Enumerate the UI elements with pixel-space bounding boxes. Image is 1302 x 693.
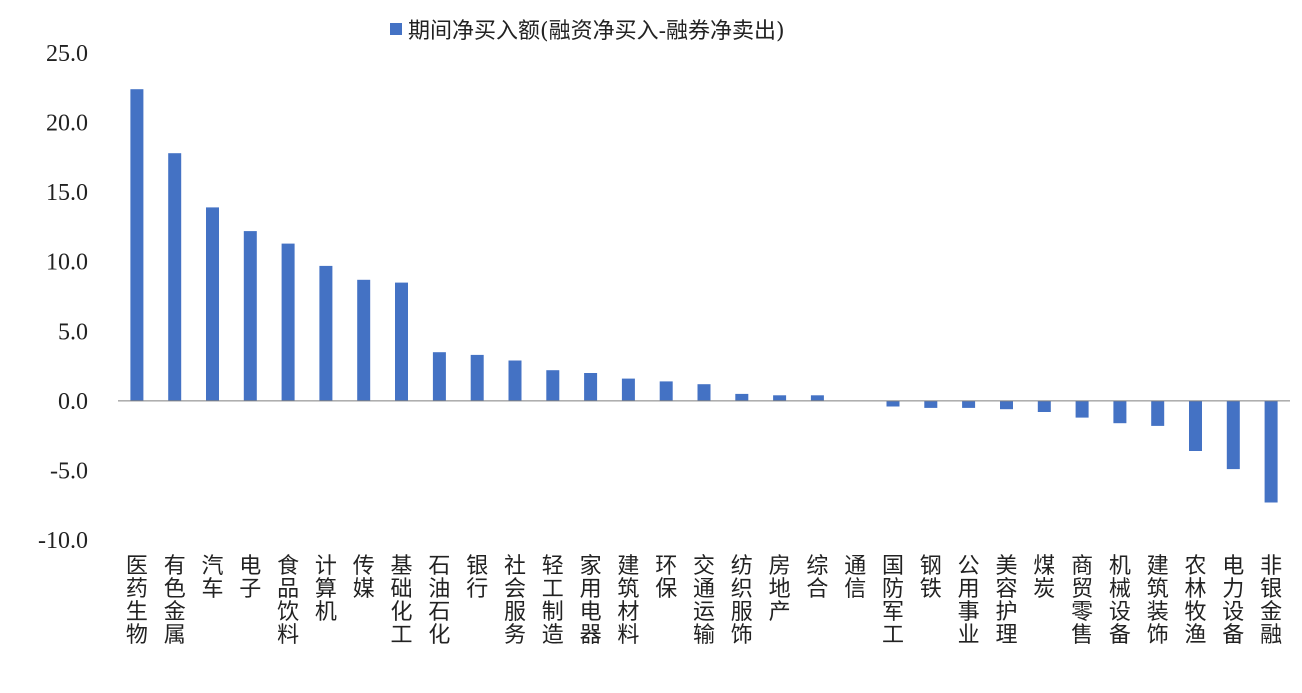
x-tick-label: 石油石化 (428, 554, 450, 648)
bar (508, 360, 522, 401)
x-tick-label: 电子 (239, 554, 261, 602)
x-tick-label: 国防军工 (882, 554, 904, 648)
bar (1264, 400, 1278, 503)
bar (130, 89, 144, 401)
x-tick-label: 商贸零售 (1071, 554, 1093, 648)
x-tick-label: 医药生物 (126, 554, 148, 648)
x-tick-label: 家用电器 (580, 554, 602, 648)
legend-swatch (390, 23, 402, 35)
bar (1151, 400, 1165, 426)
y-tick-label: 15.0 (46, 180, 88, 206)
bar (659, 381, 673, 401)
x-tick-label: 建筑材料 (617, 554, 639, 648)
y-tick-label: -5.0 (50, 458, 88, 484)
x-tick-label: 计算机 (315, 554, 337, 625)
x-tick-label: 煤炭 (1033, 554, 1055, 602)
x-tick-label: 环保 (655, 554, 677, 602)
x-tick-label: 公用事业 (958, 554, 980, 648)
bar (243, 231, 257, 401)
bar (319, 265, 333, 401)
bar (924, 400, 938, 408)
x-tick-label: 综合 (806, 554, 828, 602)
bar (584, 373, 598, 401)
bar (168, 153, 182, 401)
y-tick-label: 25.0 (46, 41, 88, 67)
x-tick-label: 钢铁 (920, 554, 942, 602)
x-tick-label: 传媒 (353, 554, 375, 602)
y-tick-label: 5.0 (58, 319, 88, 345)
x-tick-label: 农林牧渔 (1184, 554, 1206, 648)
x-tick-label: 建筑装饰 (1147, 554, 1169, 648)
x-tick-label: 有色金属 (164, 554, 186, 648)
y-tick-label: 0.0 (58, 389, 88, 415)
bar (697, 384, 711, 401)
x-tick-label: 交通运输 (693, 554, 715, 648)
bar (1113, 400, 1127, 424)
bar (810, 395, 824, 401)
x-tick-label: 汽车 (201, 554, 223, 602)
bar (395, 282, 408, 401)
x-tick-label: 社会服务 (504, 554, 526, 648)
bar (621, 378, 635, 401)
x-tick-label: 美容护理 (995, 554, 1017, 648)
bar (1226, 400, 1240, 470)
x-tick-label: 非银金融 (1260, 554, 1282, 648)
bar (432, 352, 446, 401)
bar (546, 370, 560, 401)
x-tick-label: 银行 (466, 554, 488, 602)
x-tick-label: 基础化工 (390, 554, 412, 648)
bar (1000, 400, 1013, 410)
x-tick-label: 食品饮料 (277, 554, 299, 648)
bar (206, 207, 219, 401)
y-tick-label: 10.0 (46, 250, 88, 276)
x-tick-label: 通信 (844, 554, 866, 602)
y-tick-label: -10.0 (38, 528, 88, 554)
x-tick-label: 轻工制造 (542, 554, 564, 648)
bar (773, 395, 787, 401)
bar (1189, 400, 1202, 451)
x-tick-label: 机械设备 (1109, 554, 1131, 648)
legend-label: 期间净买入额(融资净买入-融券净卖出) (408, 19, 785, 44)
chart-legend: 期间净买入额(融资净买入-融券净卖出) (390, 14, 785, 44)
bar (735, 393, 749, 401)
x-tick-label: 电力设备 (1222, 554, 1244, 648)
y-tick-label: 20.0 (46, 111, 88, 137)
bar (1075, 400, 1089, 418)
bar (962, 400, 976, 408)
bar (886, 400, 900, 407)
bar (281, 243, 295, 401)
bar (357, 279, 371, 401)
bar (470, 354, 484, 401)
x-tick-label: 纺织服饰 (731, 554, 753, 648)
bar (1037, 400, 1051, 412)
x-tick-label: 房地产 (769, 554, 791, 625)
